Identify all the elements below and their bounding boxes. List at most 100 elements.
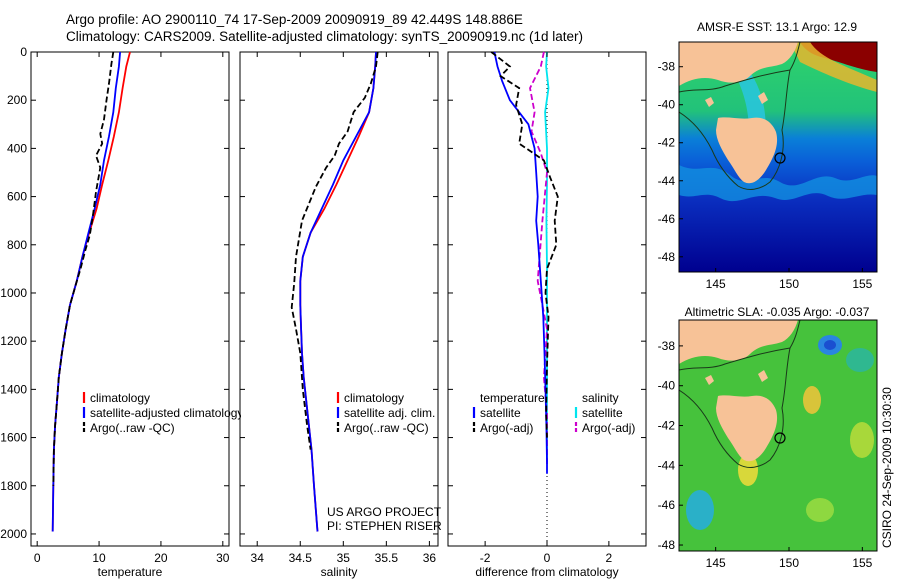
xtick-label: 34 — [251, 551, 265, 565]
map-xtick-label: 155 — [852, 556, 872, 570]
credit-line1: US ARGO PROJECT — [327, 505, 442, 519]
legend-label: Argo(-adj) — [480, 421, 533, 435]
xaxis-label: temperature — [98, 565, 163, 579]
xtick-label: 10 — [92, 551, 106, 565]
ytick-label: 1000 — [0, 286, 27, 300]
series-line-0-1 — [51, 51, 121, 532]
salinity-plot-frame — [239, 51, 439, 547]
ytick-label: 200 — [7, 93, 27, 107]
salinity-series — [290, 51, 379, 532]
series-line-1-1 — [299, 51, 377, 532]
sst-front — [679, 165, 877, 202]
legend-label: satellite-adjusted climatology — [90, 406, 243, 420]
sla-bathymetry-contour — [679, 320, 801, 468]
sla-flinders-island-land — [758, 370, 768, 382]
sla-map — [679, 320, 877, 551]
xtick-label: 30 — [216, 551, 230, 565]
series-line-2-2 — [544, 51, 550, 462]
map-ytick-label: -44 — [658, 458, 676, 472]
xtick-label: 20 — [154, 551, 168, 565]
sla-patch-3 — [738, 454, 758, 486]
map-ytick-label: -46 — [658, 212, 676, 226]
sla-map-frame — [678, 319, 878, 552]
timestamp-side-label: CSIRO 24-Sep-2009 10:30:30 — [880, 387, 894, 548]
map-ytick-label: -48 — [658, 250, 676, 264]
map-ytick-label: -42 — [658, 419, 676, 433]
ytick-label: 600 — [7, 190, 27, 204]
figure-title-line2: Climatology: CARS2009. Satellite-adjuste… — [66, 29, 583, 44]
legend-label: Argo(..raw -QC) — [90, 421, 175, 435]
flinders-island-land — [758, 92, 768, 104]
sla-patch-6 — [850, 422, 874, 458]
mainland-land — [679, 42, 798, 86]
sla-king-island-land — [705, 375, 714, 385]
map-xtick-label: 150 — [779, 556, 799, 570]
axes: 0 10 20 30 temperature 0 200 400 600 800 1000 1200 1… — [0, 45, 646, 579]
sla-mainland-land — [679, 320, 798, 364]
ytick-label: 800 — [7, 238, 27, 252]
map-ytick-label: -44 — [658, 174, 676, 188]
sla-patch-4 — [803, 386, 821, 414]
temperature-series — [51, 51, 131, 532]
legend-label: satellite — [480, 406, 521, 420]
xtick-label: 36 — [423, 551, 437, 565]
xaxis-label: difference from climatology — [475, 565, 618, 579]
ytick-label: 0 — [20, 45, 27, 59]
sla-map-title: Altimetric SLA: -0.035 Argo: -0.037 — [685, 305, 870, 319]
xtick-label: 35.5 — [375, 551, 399, 565]
map-axes: 145 150 155 -38 -40 -42 -44 -46 -48 145 150 155 -38 -… — [658, 60, 873, 570]
xtick-label: -2 — [480, 551, 491, 565]
figure-title-line1: Argo profile: AO 2900110_74 17-Sep-2009 … — [66, 12, 523, 27]
legend-label: satellite — [582, 406, 623, 420]
series-line-0-0 — [51, 51, 131, 532]
sst-map-title: AMSR-E SST: 13.1 Argo: 12.9 — [697, 20, 857, 34]
sla-patch-2 — [824, 340, 836, 350]
ytick-label: 1600 — [0, 431, 27, 445]
map-ytick-label: -38 — [658, 60, 676, 74]
xtick-label: 34.5 — [289, 551, 313, 565]
series-line-1-2 — [290, 51, 379, 450]
ytick-label: 400 — [7, 141, 27, 155]
sst-bathymetry-contour — [679, 42, 801, 190]
difference-series — [490, 51, 559, 474]
sst-warm-patch — [790, 42, 877, 92]
map-ytick-label: -42 — [658, 136, 676, 150]
map-xtick-label: 155 — [852, 277, 872, 291]
map-ytick-label: -48 — [658, 538, 676, 552]
map-ytick-label: -40 — [658, 98, 676, 112]
sla-patch-7 — [806, 498, 834, 522]
xtick-label: 35 — [337, 551, 351, 565]
map-xtick-label: 145 — [706, 277, 726, 291]
map-ytick-label: -40 — [658, 379, 676, 393]
legend-label: Argo(..raw -QC) — [344, 421, 429, 435]
xtick-label: 2 — [606, 551, 613, 565]
sla-argo-marker — [774, 432, 786, 444]
credit-line2: PI: STEPHEN RISER — [327, 519, 442, 533]
legend-label: Argo(-adj) — [582, 421, 635, 435]
ytick-label: 2000 — [0, 527, 27, 541]
legend-label: satellite adj. clim. — [344, 406, 435, 420]
king-island-land — [705, 97, 714, 107]
sst-argo-marker — [774, 152, 786, 164]
ytick-label: 1800 — [0, 479, 27, 493]
legend-label: climatology — [90, 391, 150, 405]
legend-title-temperature: temperature — [480, 391, 545, 405]
map-ytick-label: -46 — [658, 498, 676, 512]
xaxis-label: salinity — [321, 565, 358, 579]
map-xtick-label: 150 — [779, 277, 799, 291]
map-xtick-label: 145 — [706, 556, 726, 570]
sst-map-frame — [678, 41, 878, 273]
sla-patch-8 — [846, 348, 874, 372]
xtick-label: 0 — [34, 551, 41, 565]
ytick-label: 1200 — [0, 334, 27, 348]
sla-tasmania-land — [716, 395, 778, 462]
legend-label: climatology — [344, 391, 404, 405]
temperature-plot-frame — [30, 51, 230, 547]
sla-patch-5 — [686, 490, 714, 530]
series-line-2-1 — [490, 51, 559, 438]
legend-title-salinity: salinity — [582, 391, 619, 405]
map-ytick-label: -38 — [658, 339, 676, 353]
